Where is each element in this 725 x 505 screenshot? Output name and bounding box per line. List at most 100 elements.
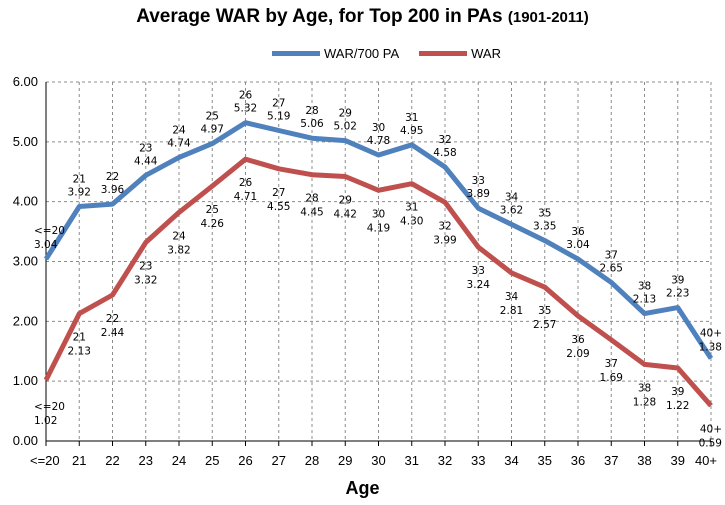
x-tick-label: 22 [105, 453, 119, 468]
data-label-value: 1.02 [34, 415, 57, 427]
legend-swatch-war [419, 51, 468, 56]
data-label-age: <=20 [34, 401, 65, 413]
x-tick-label: 29 [338, 453, 352, 468]
data-label-age: 38 [638, 281, 651, 293]
legend-swatch-war-700pa [272, 51, 320, 56]
data-label-value: 1.38 [699, 341, 722, 353]
data-label-age: 28 [305, 193, 318, 205]
legend-item-war-700pa: WAR/700 PA [272, 46, 399, 61]
data-label-age: 31 [405, 202, 418, 214]
x-tick-label: 33 [471, 453, 485, 468]
data-label-age: 34 [505, 191, 519, 203]
data-label-value: 5.32 [234, 103, 257, 115]
data-label-age: 24 [172, 124, 186, 136]
x-tick-label: 36 [571, 453, 585, 468]
data-label-age: 22 [106, 313, 119, 325]
data-label-age: 33 [472, 175, 485, 187]
data-label-age: 30 [372, 122, 385, 134]
data-label-value: 5.02 [334, 121, 357, 133]
data-label-age: 28 [305, 105, 318, 117]
y-tick-label: 0.00 [13, 433, 38, 448]
x-tick-label: 24 [172, 453, 186, 468]
y-tick-label: 1.00 [13, 373, 38, 388]
data-label-age: 27 [272, 187, 285, 199]
data-label-age: 25 [206, 204, 219, 216]
data-label-value: 0.59 [699, 438, 722, 450]
data-label-age: 40+ [700, 424, 722, 436]
data-label-age: 33 [472, 265, 485, 277]
data-label-age: 39 [671, 275, 684, 287]
data-label-age: 36 [571, 334, 585, 346]
data-label-value: 3.89 [467, 188, 490, 200]
x-tick-label: 23 [139, 453, 153, 468]
data-label-age: 37 [605, 249, 618, 261]
data-label-value: 4.26 [201, 218, 225, 230]
data-label-age: 26 [239, 177, 253, 189]
x-tick-label: 38 [637, 453, 651, 468]
data-label-age: <=20 [34, 225, 65, 237]
data-label-value: 4.71 [234, 191, 257, 203]
legend-item-war: WAR [419, 46, 501, 61]
legend-label-war-700pa: WAR/700 PA [324, 46, 400, 61]
y-tick-label: 2.00 [13, 313, 38, 328]
data-label-value: 3.24 [467, 279, 491, 291]
data-label-value: 4.19 [367, 222, 390, 234]
x-tick-label: 34 [504, 453, 518, 468]
data-label-value: 2.65 [600, 262, 623, 274]
x-tick-label: 37 [604, 453, 618, 468]
data-label-value: 1.28 [633, 396, 656, 408]
data-label-age: 24 [172, 230, 186, 242]
data-label-value: 2.81 [500, 305, 523, 317]
data-label-value: 3.04 [34, 239, 58, 251]
data-label-value: 4.45 [300, 207, 323, 219]
data-label-age: 25 [206, 111, 219, 123]
data-label-age: 35 [538, 208, 551, 220]
data-label-age: 35 [538, 305, 551, 317]
x-tick-label: 21 [72, 453, 86, 468]
data-label-age: 29 [339, 108, 352, 120]
y-tick-label: 3.00 [13, 254, 38, 269]
data-label-value: 4.78 [367, 135, 390, 147]
data-label-age: 26 [239, 90, 253, 102]
x-tick-label: <=20 [30, 453, 60, 468]
data-label-value: 3.99 [433, 234, 456, 246]
data-label-age: 31 [405, 112, 418, 124]
data-label-value: 4.95 [400, 125, 423, 137]
data-label-age: 36 [571, 226, 585, 238]
data-label-value: 3.04 [566, 239, 590, 251]
x-tick-label: 27 [272, 453, 286, 468]
y-tick-label: 5.00 [13, 134, 38, 149]
x-tick-label: 28 [305, 453, 319, 468]
data-label-value: 3.35 [533, 221, 556, 233]
data-label-value: 2.23 [666, 288, 689, 300]
data-label-age: 21 [73, 332, 86, 344]
data-label-value: 4.44 [134, 155, 158, 167]
x-tick-label: 39 [671, 453, 685, 468]
data-label-value: 4.42 [334, 209, 357, 221]
data-label-age: 37 [605, 358, 618, 370]
data-label-value: 1.22 [666, 400, 689, 412]
data-label-age: 38 [638, 382, 651, 394]
data-label-value: 4.30 [400, 216, 423, 228]
data-label-value: 3.92 [68, 186, 91, 198]
x-tick-label: 26 [238, 453, 252, 468]
x-axis-title: Age [345, 478, 380, 498]
x-tick-label: 25 [205, 453, 219, 468]
data-label-age: 21 [73, 173, 86, 185]
data-label-value: 3.62 [500, 204, 523, 216]
x-tick-label: 31 [405, 453, 419, 468]
series-line-war-700pa [43, 120, 714, 360]
legend: WAR/700 PA WAR [272, 46, 521, 61]
data-label-value: 5.19 [267, 110, 290, 122]
data-label-value: 2.44 [101, 327, 125, 339]
data-label-age: 29 [339, 195, 352, 207]
y-tick-label: 6.00 [13, 74, 38, 89]
data-label-age: 40+ [700, 327, 722, 339]
data-label-value: 3.32 [134, 274, 157, 286]
data-label-value: 4.97 [201, 124, 224, 136]
data-label-value: 2.09 [566, 348, 589, 360]
data-label-age: 30 [372, 208, 385, 220]
y-tick-label: 4.00 [13, 194, 38, 209]
data-label-value: 4.58 [433, 147, 456, 159]
